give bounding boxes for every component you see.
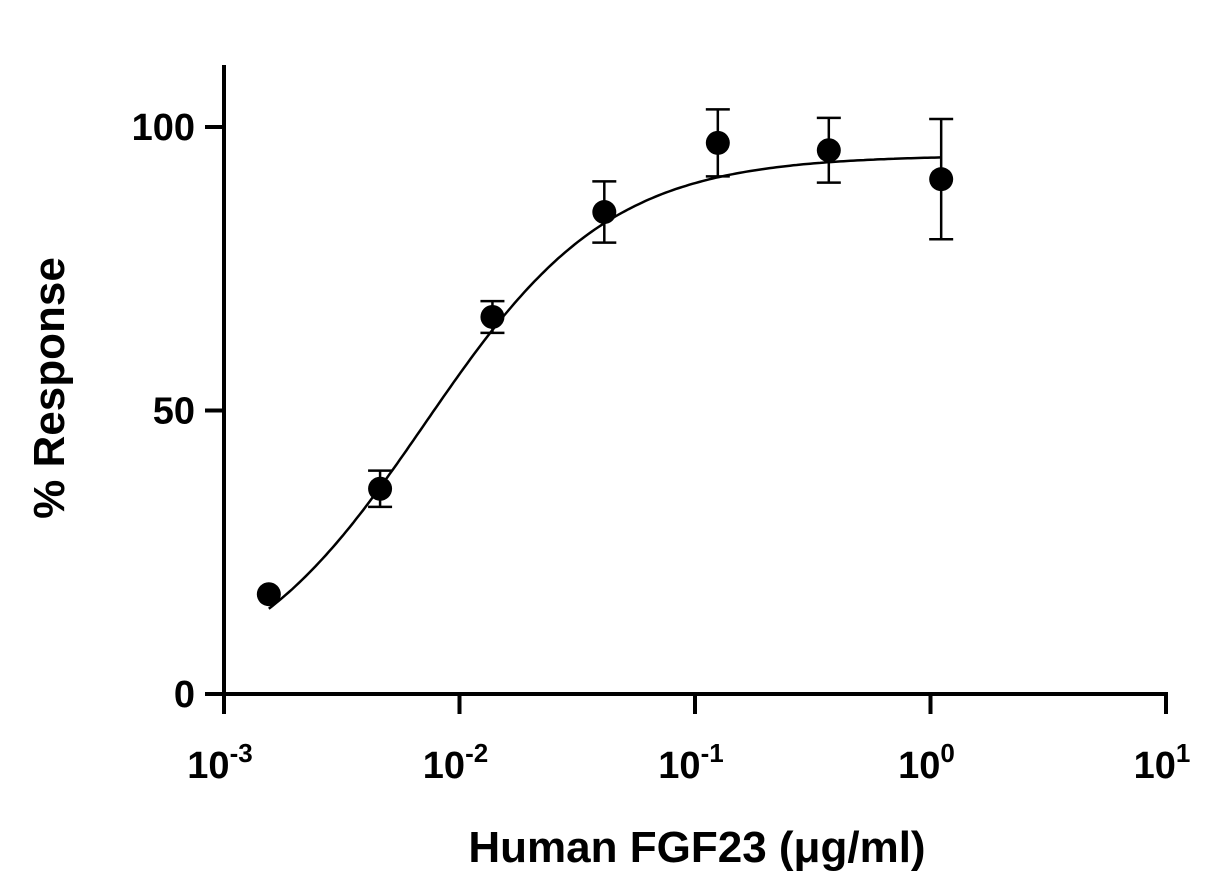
data-point [929, 167, 954, 192]
x-tick-base: 10 [423, 745, 465, 787]
y-tick-label: 0 [174, 674, 195, 716]
x-tick-label: 100 [898, 738, 955, 787]
x-axis-title: Human FGF23 (μg/ml) [468, 823, 925, 872]
x-tick-base: 10 [898, 745, 940, 787]
x-tick-base: 10 [1134, 745, 1176, 787]
data-points [256, 108, 954, 607]
data-point [705, 130, 730, 155]
x-tick-label: 101 [1134, 738, 1191, 787]
x-tick-exponent: -2 [465, 738, 488, 768]
x-tick-exponent: -3 [230, 738, 253, 768]
data-point [592, 200, 617, 225]
x-tick-base: 10 [658, 745, 700, 787]
y-tick-label: 100 [132, 107, 195, 149]
x-tick-label: 10-3 [187, 738, 252, 787]
x-tick-label: 10-1 [658, 738, 723, 787]
x-tick-label: 10-2 [423, 738, 488, 787]
data-point [480, 304, 505, 329]
data-point [368, 476, 393, 501]
x-tick-exponent: 0 [940, 738, 954, 768]
y-tick-label: 50 [153, 391, 195, 433]
y-axis-title: % Response [25, 257, 74, 519]
x-tick-exponent: 1 [1176, 738, 1190, 768]
data-point [256, 582, 281, 607]
x-tick-exponent: -1 [701, 738, 724, 768]
x-tick-base: 10 [187, 745, 229, 787]
data-point [816, 138, 841, 163]
